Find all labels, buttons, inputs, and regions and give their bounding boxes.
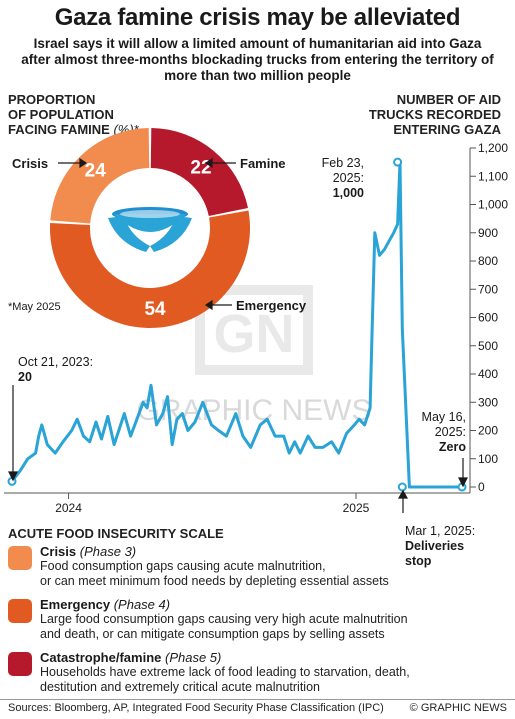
trucks-heading-line3: ENTERING GAZA xyxy=(393,122,501,137)
legend-phase-crisis: (Phase 3) xyxy=(79,544,137,559)
trucks-heading-line1: NUMBER OF AID xyxy=(396,92,501,107)
annotation-may-value: Zero xyxy=(438,440,466,454)
legend-desc-crisis-1: Food consumption gaps causing acute maln… xyxy=(40,559,326,573)
watermark-logo: GN xyxy=(195,285,313,375)
y-tick-label: 700 xyxy=(478,282,498,296)
footer-credit: © GRAPHIC NEWS xyxy=(409,702,507,714)
footer-sources: Sources: Bloomberg, AP, Integrated Food … xyxy=(8,702,384,714)
annotation-feb-date1: Feb 23, xyxy=(321,156,364,170)
annotation-arrows xyxy=(8,385,468,513)
chart-canvas: GN GRAPHIC NEWS 0 100 200 300 400 500 600 700 80… xyxy=(4,128,508,515)
donut-slice-emergency xyxy=(49,210,250,328)
legend-desc-emergency-1: Large food consumption gaps causing very… xyxy=(40,612,408,626)
legend-title-famine: Catastrophe/famine xyxy=(40,650,162,665)
y-tick-label: 600 xyxy=(478,311,498,325)
legend-title-crisis: Crisis xyxy=(40,544,77,559)
donut-value-crisis: 24 xyxy=(85,161,107,182)
annotation-feb-value: 1,000 xyxy=(332,186,364,200)
legend-desc-famine-2: destitution and extremely critical acute… xyxy=(40,680,320,694)
donut-chart: 24 22 54 xyxy=(49,128,250,328)
donut-label-famine: Famine xyxy=(240,156,286,171)
annotation-feb-date2: 2025: xyxy=(332,171,364,185)
y-tick-label: 1,000 xyxy=(478,198,508,212)
famine-footnote: *May 2025 xyxy=(8,301,61,313)
trucks-heading-line2: TRUCKS RECORDED xyxy=(368,107,501,122)
x-axis: 2024 2025 xyxy=(4,492,470,515)
annotation-oct-2023: Oct 21, 2023: 20 xyxy=(18,355,93,385)
bowl-hands-icon xyxy=(108,207,192,252)
legend-title-emergency: Emergency xyxy=(40,597,111,612)
legend-swatch-famine xyxy=(8,652,32,676)
footer-divider xyxy=(0,699,515,700)
donut-slice-crisis xyxy=(50,128,150,224)
x-tick-label: 2025 xyxy=(343,501,370,515)
y-tick-label: 0 xyxy=(478,480,485,494)
annotation-feb-2025: Feb 23, 2025: 1,000 xyxy=(310,156,364,201)
annotation-mar-2025: Mar 1, 2025: Deliveries stop xyxy=(405,524,475,569)
famine-heading-line2: OF POPULATION xyxy=(8,107,114,122)
watermark-text: GRAPHIC NEWS xyxy=(136,394,371,427)
page-title: Gaza famine crisis may be alleviated xyxy=(54,4,461,31)
trucks-heading: NUMBER OF AID TRUCKS RECORDED ENTERING G… xyxy=(369,92,501,137)
y-tick-label: 1,100 xyxy=(478,169,508,183)
line-plot xyxy=(7,157,467,492)
key-point-marker xyxy=(393,157,403,167)
legend-phase-famine: (Phase 5) xyxy=(165,650,222,665)
annotation-oct-date: Oct 21, 2023: xyxy=(18,355,94,369)
famine-heading-line1: PROPORTION xyxy=(8,92,96,107)
key-point-marker xyxy=(397,482,407,492)
x-tick-label: 2024 xyxy=(55,501,82,515)
annotation-oct-value: 20 xyxy=(18,370,32,384)
y-tick-label: 200 xyxy=(478,424,498,438)
y-tick-label: 900 xyxy=(478,226,498,240)
y-tick-label: 400 xyxy=(478,367,498,381)
annotation-mar-date: Mar 1, 2025: xyxy=(405,524,476,538)
y-tick-label: 300 xyxy=(478,395,498,409)
y-tick-label: 100 xyxy=(478,452,498,466)
legend-desc-crisis-2: or can meet minimum food needs by deplet… xyxy=(40,574,389,588)
y-axis: 0 100 200 300 400 500 600 700 800 900 1,000 1,100 1,… xyxy=(469,141,508,494)
legend-desc-famine-1: Households have extreme lack of food lea… xyxy=(40,665,410,679)
y-tick-label: 500 xyxy=(478,339,498,353)
page-subtitle: Israel says it will allow a limited amou… xyxy=(21,36,494,83)
annotation-mar-value2: stop xyxy=(405,554,432,568)
donut-value-emergency: 54 xyxy=(144,299,166,320)
series-line xyxy=(10,160,462,489)
y-tick-label: 800 xyxy=(478,254,498,268)
y-tick-label: 1,200 xyxy=(478,141,508,155)
legend-swatch-crisis xyxy=(8,546,32,570)
svg-text:GN: GN xyxy=(214,304,295,364)
legend-desc-emergency-2: and death, or can mitigate consumption g… xyxy=(40,627,385,641)
scale-heading: ACUTE FOOD INSECURITY SCALE xyxy=(8,526,224,541)
donut-value-famine: 22 xyxy=(190,157,211,178)
legend-phase-emergency: (Phase 4) xyxy=(113,597,171,612)
famine-heading: PROPORTION OF POPULATION FACING FAMINE (… xyxy=(8,92,139,137)
donut-label-crisis: Crisis xyxy=(12,156,49,171)
annotation-may-date1: May 16, xyxy=(421,410,466,424)
annotation-may-date2: 2025: xyxy=(434,425,466,439)
donut-label-emergency: Emergency xyxy=(236,298,307,313)
legend-swatch-emergency xyxy=(8,599,32,623)
donut-slice-famine xyxy=(150,128,248,216)
donut-label-arrows xyxy=(58,157,236,311)
annotation-may-2025: May 16, 2025: Zero xyxy=(408,410,466,455)
annotation-mar-value1: Deliveries xyxy=(405,539,465,553)
